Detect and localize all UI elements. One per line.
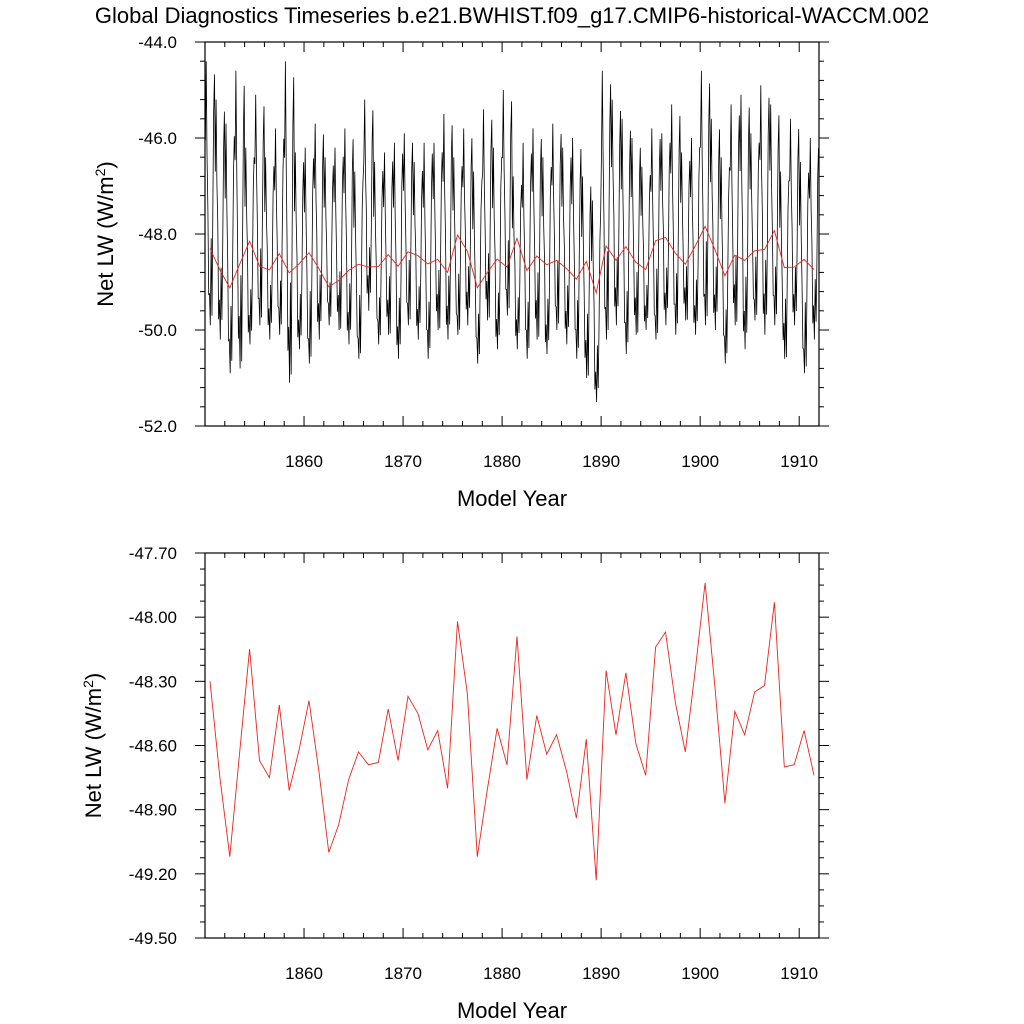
y-axis-label: Net LW (W/m2) [80, 673, 106, 818]
panel-bottom: 1860 1870 1880 1890 1900 1910 -49.50 -49.20 -48.… [80, 544, 829, 1023]
panel-top: 1860 1870 1880 1890 1900 1910 -52.0 -50.0 -48.0 -… [92, 33, 829, 511]
y-tick-label: -49.20 [129, 865, 177, 884]
x-tick-label: 1890 [582, 452, 620, 471]
y-tick-label: -48.60 [129, 737, 177, 756]
y-tick-label: -48.0 [138, 225, 177, 244]
y-tick-label: -48.00 [129, 608, 177, 627]
annual-mean-series-line [209, 582, 815, 881]
x-tick-label: 1910 [780, 964, 818, 983]
x-tick-label: 1860 [285, 964, 323, 983]
x-tick-label: 1860 [285, 452, 323, 471]
y-tick-label: -48.30 [129, 672, 177, 691]
annual-mean-series-line [209, 225, 815, 295]
chart-title: Global Diagnostics Timeseries b.e21.BWHI… [95, 3, 929, 28]
y-tick-label: -47.70 [129, 544, 177, 563]
x-tick-label: 1910 [780, 452, 818, 471]
x-tick-label: 1870 [384, 452, 422, 471]
x-tick-label: 1890 [582, 964, 620, 983]
x-tick-label: 1900 [681, 452, 719, 471]
x-tick-label: 1900 [681, 964, 719, 983]
plot-frame [204, 552, 820, 939]
y-tick-label: -48.90 [129, 801, 177, 820]
y-tick-label: -50.0 [138, 321, 177, 340]
y-axis-label: Net LW (W/m2) [92, 161, 118, 306]
x-tick-label: 1880 [483, 964, 521, 983]
x-tick-label: 1870 [384, 964, 422, 983]
x-axis-label: Model Year [457, 486, 567, 511]
y-tick-label: -52.0 [138, 417, 177, 436]
plot-frame [204, 41, 820, 427]
y-tick-label: -46.0 [138, 129, 177, 148]
x-axis-label: Model Year [457, 998, 567, 1023]
y-tick-label: -44.0 [138, 33, 177, 52]
y-tick-label: -49.50 [129, 929, 177, 948]
monthly-series-line [205, 61, 819, 403]
x-tick-label: 1880 [483, 452, 521, 471]
